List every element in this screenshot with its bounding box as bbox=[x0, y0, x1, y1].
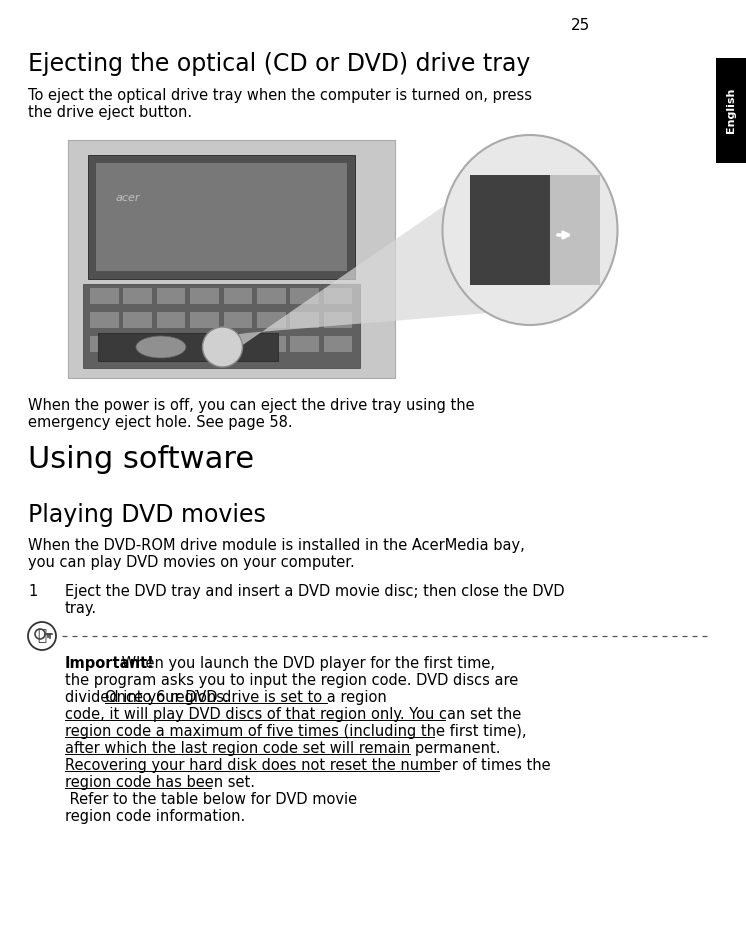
Bar bbox=[157, 312, 186, 327]
Bar bbox=[324, 288, 352, 304]
Text: region code a maximum of five times (including the first time),: region code a maximum of five times (inc… bbox=[65, 724, 527, 739]
Bar bbox=[224, 288, 252, 304]
Bar bbox=[257, 312, 286, 327]
Bar bbox=[190, 312, 219, 327]
Bar bbox=[157, 288, 186, 304]
Text: you can play DVD movies on your computer.: you can play DVD movies on your computer… bbox=[28, 555, 355, 570]
Bar bbox=[88, 155, 355, 279]
Bar bbox=[550, 175, 600, 285]
Text: When the power is off, you can eject the drive tray using the: When the power is off, you can eject the… bbox=[28, 398, 474, 413]
Text: ⚿: ⚿ bbox=[37, 628, 46, 643]
Text: When the DVD-ROM drive module is installed in the AcerMedia bay,: When the DVD-ROM drive module is install… bbox=[28, 538, 524, 553]
Bar bbox=[83, 284, 360, 368]
Text: Eject the DVD tray and insert a DVD movie disc; then close the DVD: Eject the DVD tray and insert a DVD movi… bbox=[65, 584, 565, 599]
Text: Ejecting the optical (CD or DVD) drive tray: Ejecting the optical (CD or DVD) drive t… bbox=[28, 52, 530, 76]
Text: English: English bbox=[726, 88, 736, 133]
Bar bbox=[96, 163, 347, 271]
Circle shape bbox=[202, 327, 242, 367]
Bar bbox=[224, 336, 252, 352]
Bar bbox=[257, 288, 286, 304]
Text: Recovering your hard disk does not reset the number of times the: Recovering your hard disk does not reset… bbox=[65, 758, 551, 773]
Text: the drive eject button.: the drive eject button. bbox=[28, 105, 192, 120]
Text: code, it will play DVD discs of that region only. You can set the: code, it will play DVD discs of that reg… bbox=[65, 707, 521, 722]
Text: region code information.: region code information. bbox=[65, 809, 245, 824]
Bar bbox=[324, 336, 352, 352]
Ellipse shape bbox=[136, 336, 186, 358]
Bar bbox=[224, 312, 252, 327]
Text: after which the last region code set will remain permanent.: after which the last region code set wil… bbox=[65, 741, 501, 756]
Text: Playing DVD movies: Playing DVD movies bbox=[28, 503, 266, 527]
Bar bbox=[68, 140, 395, 378]
Text: To eject the optical drive tray when the computer is turned on, press: To eject the optical drive tray when the… bbox=[28, 88, 532, 103]
Text: divided into 6 regions.: divided into 6 regions. bbox=[65, 690, 233, 705]
Bar bbox=[190, 288, 219, 304]
Circle shape bbox=[219, 339, 236, 355]
Text: acer: acer bbox=[116, 193, 140, 203]
Bar bbox=[90, 288, 119, 304]
Text: the program asks you to input the region code. DVD discs are: the program asks you to input the region… bbox=[65, 673, 518, 688]
Circle shape bbox=[28, 622, 56, 650]
Text: region code has been set.: region code has been set. bbox=[65, 775, 255, 790]
Text: 1: 1 bbox=[28, 584, 37, 599]
Bar bbox=[290, 312, 319, 327]
Bar bbox=[90, 336, 119, 352]
Text: emergency eject hole. See page 58.: emergency eject hole. See page 58. bbox=[28, 415, 292, 430]
Text: Using software: Using software bbox=[28, 445, 254, 474]
Bar bbox=[190, 336, 219, 352]
Bar bbox=[257, 336, 286, 352]
Bar bbox=[123, 312, 152, 327]
Text: When you launch the DVD player for the first time,: When you launch the DVD player for the f… bbox=[117, 656, 495, 671]
Text: Refer to the table below for DVD movie: Refer to the table below for DVD movie bbox=[65, 792, 357, 807]
Bar bbox=[470, 175, 550, 285]
Bar bbox=[123, 288, 152, 304]
Bar bbox=[324, 312, 352, 327]
Text: Once your DVD drive is set to a region: Once your DVD drive is set to a region bbox=[105, 690, 386, 705]
Text: Important!: Important! bbox=[65, 656, 154, 671]
Bar bbox=[98, 333, 278, 361]
Text: 25: 25 bbox=[571, 18, 589, 33]
Polygon shape bbox=[222, 150, 525, 359]
Bar bbox=[90, 312, 119, 327]
Bar bbox=[290, 288, 319, 304]
Bar bbox=[716, 58, 746, 163]
Bar bbox=[123, 336, 152, 352]
Bar bbox=[290, 336, 319, 352]
Ellipse shape bbox=[442, 135, 618, 325]
Text: tray.: tray. bbox=[65, 601, 97, 616]
Bar bbox=[157, 336, 186, 352]
